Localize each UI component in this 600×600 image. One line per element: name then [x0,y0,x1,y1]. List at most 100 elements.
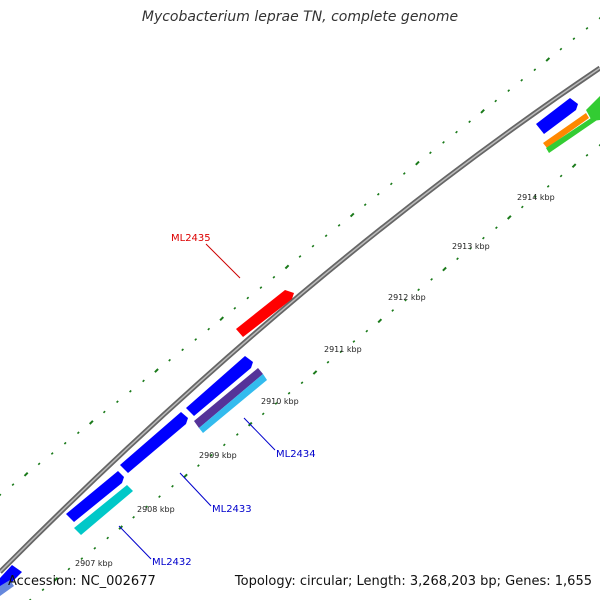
gc-dot [132,515,135,519]
gc-dot [585,153,589,157]
gc-dot [507,89,511,92]
gc-dot [365,329,369,333]
gc-dot [145,505,148,509]
tick-label: 2914 kbp [517,193,555,202]
gc-dot [311,244,315,248]
gene-label-ml2432[interactable]: ML2432 [152,557,192,568]
gc-dot [116,400,119,404]
gc-dot [533,195,537,199]
tick-label: 2913 kbp [452,242,490,251]
gene-label-ml2434[interactable]: ML2434 [276,449,316,460]
gc-dot [337,224,341,227]
gc-dot [391,309,395,312]
gc-dot [546,185,550,188]
tick-label: 2907 kbp [75,559,113,568]
gc-dot [495,226,498,230]
tick-label: 2911 kbp [324,345,362,354]
ml2432-leader [118,525,152,560]
gc-dot [585,27,589,30]
gc-dot [404,298,408,302]
gc-dot [284,264,290,270]
accession-label: Accession: NC_002677 [8,574,156,589]
gc-dot [261,412,265,416]
gc-dot [246,296,250,300]
cds-green-2[interactable] [586,96,600,121]
gc-dot [442,141,445,144]
genome-backbone-highlight [0,67,600,573]
gc-dot [93,546,97,550]
gc-dot [598,143,600,147]
gc-dot [349,212,355,218]
cds-orange[interactable] [543,113,589,148]
gc-dot [559,174,563,178]
gc-dot [429,151,432,155]
cds-forward-1[interactable] [186,356,253,416]
gc-dot [102,410,106,414]
gc-dot [389,182,393,186]
gc-dot [415,160,420,166]
gc-dot [312,370,318,375]
gc-dot [559,47,563,51]
gc-dot [430,278,433,281]
gc-dot [210,453,213,457]
cds-forward-2[interactable] [120,412,188,473]
tick-label: 2909 kbp [199,451,237,460]
gc-dot [28,598,32,600]
gene-label-ml2433[interactable]: ML2433 [212,504,252,515]
cds-green-1[interactable] [546,112,600,153]
gc-dot [377,318,383,324]
ml2435-leader [205,243,241,279]
gc-dot [480,108,485,114]
gc-dot [442,266,447,272]
gc-dot [456,257,459,261]
gc-dot [482,236,485,240]
gc-dot [506,215,512,220]
gc-dot [183,473,188,479]
gc-dot [37,462,41,466]
gc-dot [571,163,577,169]
gc-dot [363,203,367,207]
ml2433-leader [179,472,212,507]
gc-dot [324,234,328,238]
gc-dot [376,192,380,196]
gc-dot [272,275,276,279]
gc-dot [67,567,71,571]
map-title: Mycobacterium leprae TN, complete genome [141,9,459,25]
gc-dot [598,16,600,20]
gc-dot [402,172,406,175]
gc-dot [142,379,145,383]
gc-dot [274,402,278,405]
cds-ml2435[interactable] [236,290,294,337]
gc-dot [233,306,237,310]
gc-dot [352,340,356,343]
cds-forward-3[interactable] [66,471,124,522]
cds-forward-4[interactable] [536,98,578,134]
cds-edge-lightblue[interactable] [0,580,14,596]
gc-dot [76,431,80,435]
cds-ml2434-purple[interactable] [194,368,263,428]
gc-dot [259,286,263,289]
gc-dot [533,68,537,72]
gc-dot [106,536,110,540]
cds-ml2432[interactable] [74,485,133,535]
gc-dot [469,247,472,250]
gc-dot [235,433,239,436]
gc-dot [168,358,171,362]
gc-dot [197,464,200,467]
gc-dot [468,120,471,124]
gc-dot [298,255,302,258]
gc-dot [520,78,524,82]
gc-dot [11,483,15,486]
gc-dot [219,316,225,322]
gc-dot [207,327,211,331]
gc-dot [455,130,458,134]
gc-dot [171,484,174,488]
gc-dot [88,420,94,425]
gene-label-ml2435[interactable]: ML2435 [171,233,211,244]
cds-ml2434[interactable] [199,374,267,433]
gc-dot [417,288,420,292]
genome-summary: Topology: circular; Length: 3,268,203 bp… [234,574,592,589]
gc-dot [326,360,330,364]
gc-dot [63,441,67,445]
